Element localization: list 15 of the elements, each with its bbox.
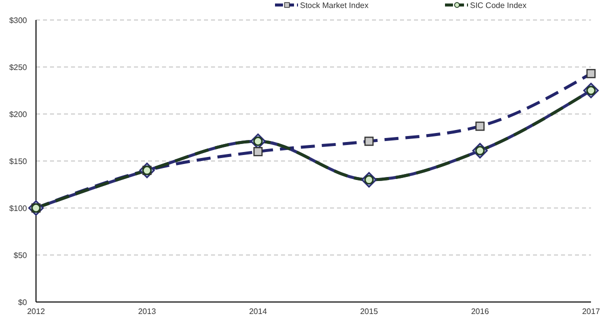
y-tick-label: $250 bbox=[9, 62, 28, 72]
y-tick-label: $150 bbox=[9, 156, 28, 166]
legend-label: Stock Market Index bbox=[300, 0, 368, 10]
y-tick-label: $100 bbox=[9, 204, 28, 213]
x-tick-label: 2016 bbox=[471, 307, 490, 316]
y-tick-label: $200 bbox=[9, 110, 28, 119]
x-tick-label: 2014 bbox=[249, 307, 268, 316]
x-tick-label: 2017 bbox=[582, 307, 600, 316]
y-tick-label: $300 bbox=[9, 16, 28, 25]
y-tick-label: $50 bbox=[14, 250, 28, 260]
x-tick-label: 2013 bbox=[138, 307, 156, 316]
x-tick-label: 2015 bbox=[360, 307, 378, 316]
x-tick-label: 2012 bbox=[27, 307, 46, 316]
legend-label: SIC Code Index bbox=[470, 0, 526, 10]
y-tick-label: $0 bbox=[18, 298, 28, 307]
